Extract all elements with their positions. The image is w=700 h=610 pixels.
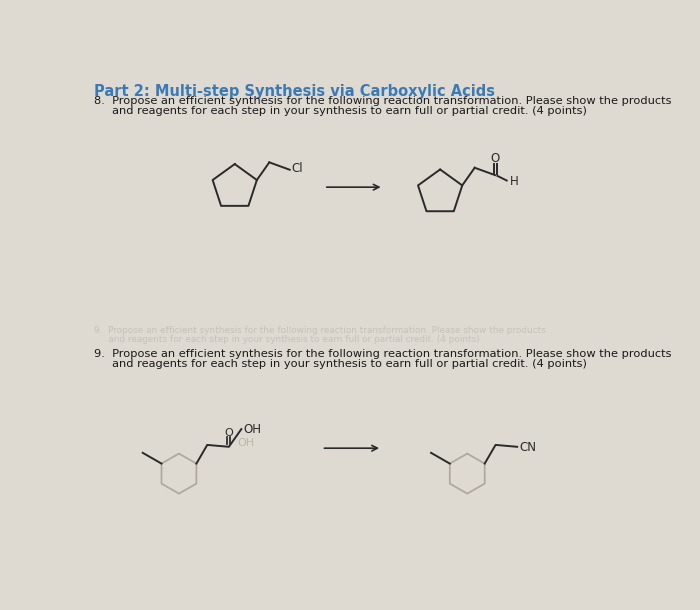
Text: 8.  Propose an efficient synthesis for the following reaction transformation. Pl: 8. Propose an efficient synthesis for th… xyxy=(94,96,671,106)
Text: Cl: Cl xyxy=(291,162,303,176)
Text: and reagents for each step in your synthesis to earn full or partial credit. (4 : and reagents for each step in your synth… xyxy=(94,335,480,344)
Text: Part 2: Multi-step Synthesis via Carboxylic Acids: Part 2: Multi-step Synthesis via Carboxy… xyxy=(94,84,495,99)
Text: and reagents for each step in your synthesis to earn full or partial credit. (4 : and reagents for each step in your synth… xyxy=(94,106,587,117)
Text: 9.  Propose an efficient synthesis for the following reaction transformation. Pl: 9. Propose an efficient synthesis for th… xyxy=(94,349,671,359)
Text: H: H xyxy=(510,175,519,188)
Text: OH: OH xyxy=(244,423,262,436)
Text: O: O xyxy=(225,428,233,438)
Text: 9.  Propose an efficient synthesis for the following reaction transformation. Pl: 9. Propose an efficient synthesis for th… xyxy=(94,326,545,335)
Text: O: O xyxy=(491,152,500,165)
Text: and reagents for each step in your synthesis to earn full or partial credit. (4 : and reagents for each step in your synth… xyxy=(94,359,587,369)
Text: OH: OH xyxy=(237,438,255,448)
Text: CN: CN xyxy=(519,441,536,454)
